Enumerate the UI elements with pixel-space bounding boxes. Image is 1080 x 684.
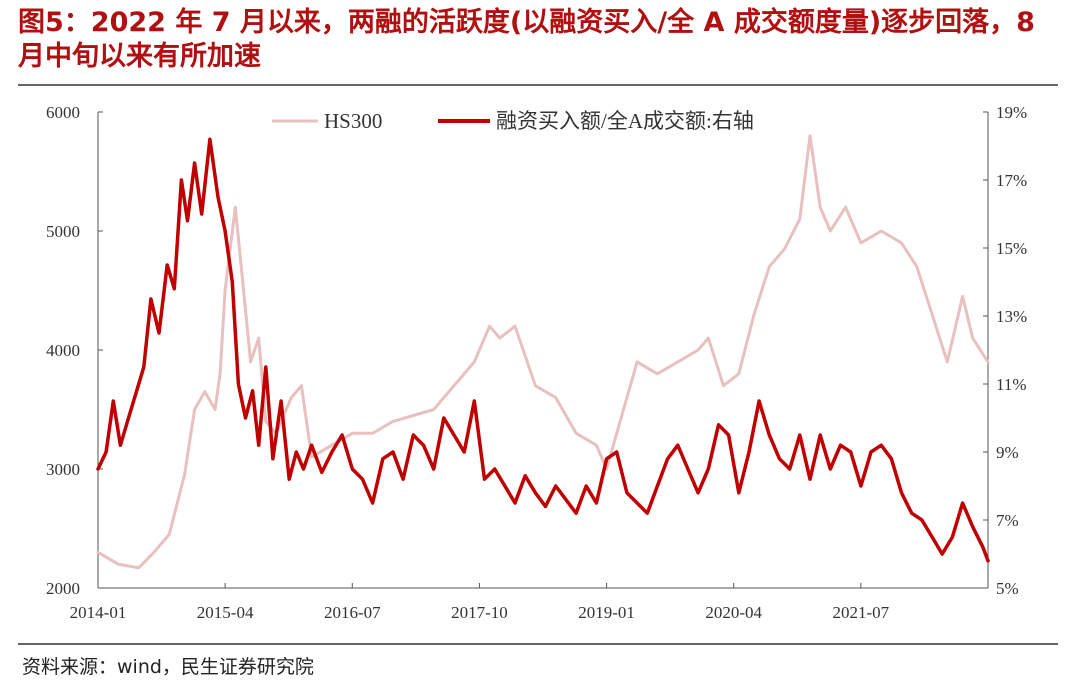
right-tick-label: 7% — [996, 511, 1019, 530]
legend-label-hs300: HS300 — [324, 109, 382, 133]
right-tick-label: 5% — [996, 579, 1019, 598]
x-tick-label: 2015-04 — [197, 603, 254, 622]
right-tick-label: 15% — [996, 239, 1027, 258]
chart-legend: HS300 融资买入额/全A成交额:右轴 — [272, 109, 754, 133]
legend-label-margin-ratio: 融资买入额/全A成交额:右轴 — [496, 109, 754, 133]
x-tick-label: 2020-04 — [705, 603, 762, 622]
left-tick-label: 2000 — [46, 579, 80, 598]
right-tick-label: 13% — [996, 307, 1027, 326]
title-divider — [18, 84, 1058, 86]
series-line-margin-ratio — [96, 137, 990, 563]
right-tick-label: 11% — [996, 375, 1027, 394]
chart-title: 图5：2022 年 7 月以来，两融的活跃度(以融资买入/全 A 成交额度量)逐… — [18, 7, 1035, 72]
footer-divider — [18, 643, 1058, 645]
chart-series — [96, 134, 990, 570]
series-line-hs300 — [96, 134, 990, 570]
left-tick-label: 5000 — [46, 222, 80, 241]
x-tick-label: 2014-01 — [70, 603, 127, 622]
x-tick-label: 2017-10 — [451, 603, 508, 622]
left-tick-label: 4000 — [46, 341, 80, 360]
chart-axes: 2000 3000 4000 5000 6000 5% 7% 9% 11% 13% 15% 17% 19… — [46, 103, 1027, 622]
x-tick-label: 2016-07 — [324, 603, 381, 622]
right-tick-label: 17% — [996, 171, 1027, 190]
left-tick-label: 3000 — [46, 460, 80, 479]
right-tick-label: 19% — [996, 103, 1027, 122]
left-tick-label: 6000 — [46, 103, 80, 122]
x-tick-label: 2021-07 — [833, 603, 890, 622]
x-tick-label: 2019-01 — [578, 603, 635, 622]
right-tick-label: 9% — [996, 443, 1019, 462]
source-note: 资料来源：wind，民生证券研究院 — [22, 656, 314, 678]
